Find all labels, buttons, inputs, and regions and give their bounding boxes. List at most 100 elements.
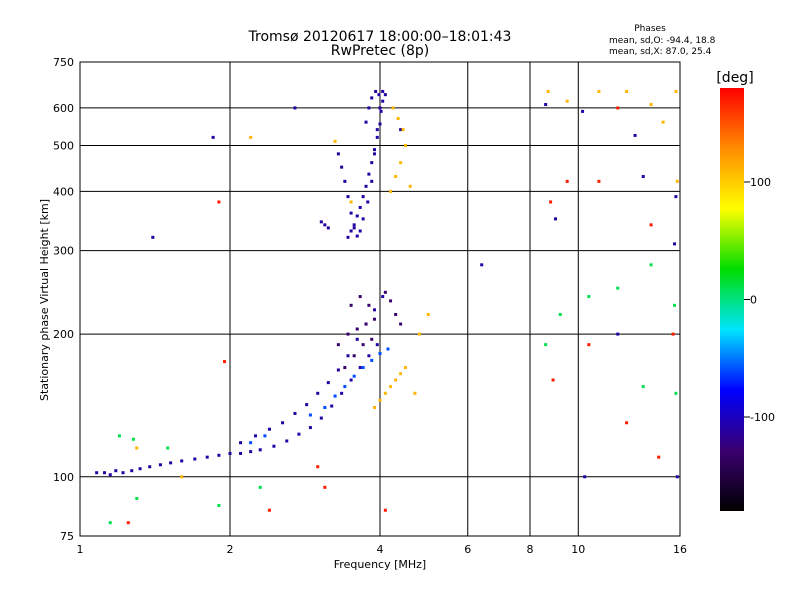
data-point <box>358 205 362 209</box>
data-point <box>367 106 371 110</box>
data-point <box>553 217 557 221</box>
data-point <box>361 217 365 221</box>
data-point <box>205 455 209 459</box>
data-point <box>401 128 405 132</box>
data-point <box>346 235 350 239</box>
data-point <box>333 139 337 143</box>
data-point <box>657 455 661 459</box>
data-point <box>375 135 379 139</box>
data-point <box>394 312 398 316</box>
chart-subtitle: RwPretec (8p) <box>331 43 429 59</box>
y-tick-label: 300 <box>53 245 74 258</box>
data-point <box>383 508 387 512</box>
data-point <box>361 195 365 199</box>
x-tick-label: 16 <box>673 543 687 556</box>
data-point <box>349 211 353 215</box>
x-tick-label: 2 <box>227 543 234 556</box>
data-point <box>625 421 629 425</box>
y-tick-label: 750 <box>53 56 74 69</box>
data-point <box>258 448 262 452</box>
data-point <box>130 469 134 473</box>
data-point <box>211 135 215 139</box>
x-tick-label: 6 <box>464 543 471 556</box>
data-point <box>649 263 653 267</box>
data-point <box>370 337 374 341</box>
y-tick-label: 400 <box>53 185 74 198</box>
colorbar-tick-label: 100 <box>750 176 771 189</box>
data-point <box>394 175 398 179</box>
x-tick-label: 10 <box>571 543 585 556</box>
data-point <box>340 391 344 395</box>
data-point <box>355 214 359 218</box>
data-point <box>417 332 421 336</box>
data-point <box>381 295 385 299</box>
data-point <box>319 416 323 420</box>
data-point <box>217 200 221 204</box>
data-point <box>239 451 243 455</box>
chart-title: Tromsø 20120617 18:00:00–18:01:43 <box>248 29 512 45</box>
data-point <box>383 93 387 97</box>
data-point <box>399 128 403 132</box>
data-point <box>361 343 365 347</box>
data-point <box>323 485 327 489</box>
data-point <box>148 465 152 469</box>
y-tick-label: 500 <box>53 139 74 152</box>
data-point <box>403 143 407 147</box>
data-point <box>352 354 356 358</box>
data-point <box>135 496 139 500</box>
data-point <box>358 229 362 233</box>
colorbar <box>720 88 744 511</box>
data-point <box>649 223 653 227</box>
data-point <box>323 406 327 410</box>
data-point <box>343 385 347 389</box>
data-point <box>389 299 393 303</box>
data-point <box>367 172 371 176</box>
x-axis-ticks: 1 2 4 6 8 10 16 <box>77 543 688 556</box>
data-point <box>358 295 362 299</box>
data-point <box>551 378 555 382</box>
data-point <box>364 184 368 188</box>
data-point <box>158 463 162 467</box>
data-point <box>370 358 374 362</box>
data-point <box>272 444 276 448</box>
data-point <box>135 446 139 450</box>
data-point <box>285 439 289 443</box>
data-point <box>103 471 107 475</box>
data-point <box>377 93 381 97</box>
data-point <box>381 89 385 93</box>
data-point <box>263 434 267 438</box>
data-point <box>352 223 356 227</box>
legend-title: Phases <box>634 24 666 34</box>
data-point <box>674 391 678 395</box>
data-point <box>308 413 312 417</box>
data-point <box>674 195 678 199</box>
data-point <box>581 109 585 113</box>
data-point <box>180 475 184 479</box>
data-point <box>367 354 371 358</box>
data-point <box>625 89 629 93</box>
data-point <box>343 366 347 370</box>
data-point <box>375 343 379 347</box>
data-point <box>361 366 365 370</box>
data-point <box>378 106 382 110</box>
data-point <box>674 89 678 93</box>
data-point <box>383 290 387 294</box>
y-tick-label: 75 <box>60 530 74 543</box>
data-point <box>217 453 221 457</box>
y-tick-label: 200 <box>53 328 74 341</box>
y-axis-ticks: 75 100 200 300 400 500 600 750 <box>53 56 74 543</box>
data-point <box>323 223 327 227</box>
data-point <box>565 179 569 183</box>
x-tick-label: 8 <box>527 543 534 556</box>
data-point <box>426 312 430 316</box>
data-point <box>349 378 353 382</box>
data-point <box>336 152 340 156</box>
data-point <box>326 226 330 230</box>
data-point <box>121 471 125 475</box>
data-point <box>364 322 368 326</box>
data-point <box>597 89 601 93</box>
data-point <box>217 503 221 507</box>
data-point <box>378 398 382 402</box>
data-point <box>399 372 403 376</box>
